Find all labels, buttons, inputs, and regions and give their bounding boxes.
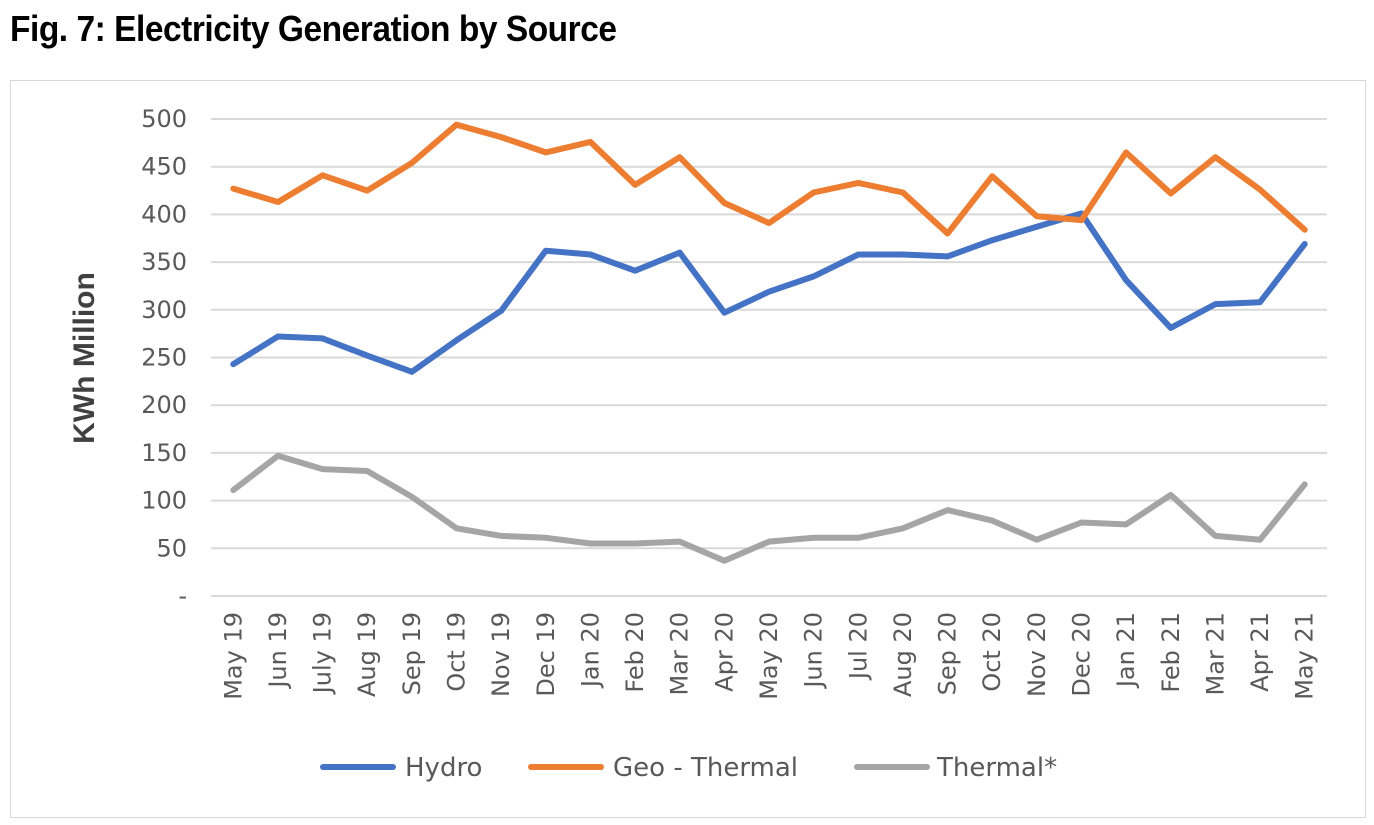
- line-chart: - 50 100 150 200 250 300 350 400 450 500 May 19 Jun…: [68, 105, 1327, 783]
- series-line-thermal: [230, 452, 1308, 564]
- x-tick-label: Apr 21: [1246, 612, 1274, 692]
- y-tick-label: 200: [141, 391, 187, 419]
- y-tick-label: 300: [141, 296, 187, 324]
- y-tick-label: 400: [141, 200, 187, 228]
- x-tick-label: Nov 20: [1023, 612, 1051, 697]
- x-tick-label: Aug 19: [353, 612, 381, 697]
- series-line-hydro: [230, 210, 1308, 375]
- x-tick-label: Jun 20: [800, 612, 828, 690]
- x-tick-label: Jul 20: [844, 612, 872, 681]
- x-tick-label: Mar 21: [1201, 612, 1229, 695]
- figure-title: Fig. 7: Electricity Generation by Source: [10, 8, 617, 49]
- x-tick-label: Feb 21: [1157, 612, 1185, 693]
- x-tick-label: May 19: [219, 612, 247, 700]
- y-axis-title: KWh Million: [68, 272, 101, 444]
- x-tick-label: Dec 20: [1067, 612, 1095, 697]
- x-tick-label: Oct 20: [978, 612, 1006, 692]
- y-tick-label: 100: [141, 487, 187, 515]
- x-tick-label: Apr 20: [710, 612, 738, 692]
- y-axis-ticks: - 50 100 150 200 250 300 350 400 450 500: [141, 105, 187, 610]
- y-tick-label: 150: [141, 439, 187, 467]
- x-tick-label: July 19: [309, 612, 337, 695]
- y-tick-label: 350: [141, 248, 187, 276]
- chart-frame: - 50 100 150 200 250 300 350 400 450 500 May 19 Jun…: [10, 80, 1366, 818]
- x-axis-ticks: May 19 Jun 19 July 19 Aug 19 Sep 19 Oct 19 Nov…: [219, 612, 1318, 700]
- legend: Hydro Geo - Thermal Thermal*: [320, 753, 1057, 783]
- x-tick-label: Jun 19: [264, 612, 292, 690]
- x-tick-label: Dec 19: [532, 612, 560, 697]
- legend-label-hydro: Hydro: [405, 753, 482, 783]
- x-tick-label: Jan 20: [576, 612, 604, 689]
- y-tick-label: 250: [141, 344, 187, 372]
- y-tick-label: -: [178, 582, 187, 610]
- x-tick-label: Oct 19: [443, 612, 471, 692]
- x-tick-label: May 20: [755, 612, 783, 700]
- x-tick-label: Nov 19: [487, 612, 515, 697]
- x-tick-label: Sep 20: [934, 612, 962, 695]
- x-tick-label: Mar 20: [666, 612, 694, 695]
- series-lines: [230, 121, 1308, 564]
- legend-label-thermal: Thermal*: [936, 753, 1057, 783]
- x-tick-label: Feb 20: [621, 612, 649, 693]
- legend-label-geo-thermal: Geo - Thermal: [613, 753, 798, 783]
- y-tick-label: 500: [141, 105, 187, 133]
- x-tick-label: Sep 19: [398, 612, 426, 695]
- x-tick-label: May 21: [1291, 612, 1319, 700]
- x-tick-label: Aug 20: [889, 612, 917, 697]
- series-line-geo-thermal: [230, 121, 1308, 237]
- x-tick-label: Jan 21: [1112, 612, 1140, 689]
- y-tick-label: 50: [156, 534, 187, 562]
- y-tick-label: 450: [141, 153, 187, 181]
